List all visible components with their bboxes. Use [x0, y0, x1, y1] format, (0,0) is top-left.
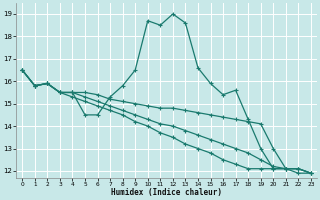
X-axis label: Humidex (Indice chaleur): Humidex (Indice chaleur)	[111, 188, 222, 197]
